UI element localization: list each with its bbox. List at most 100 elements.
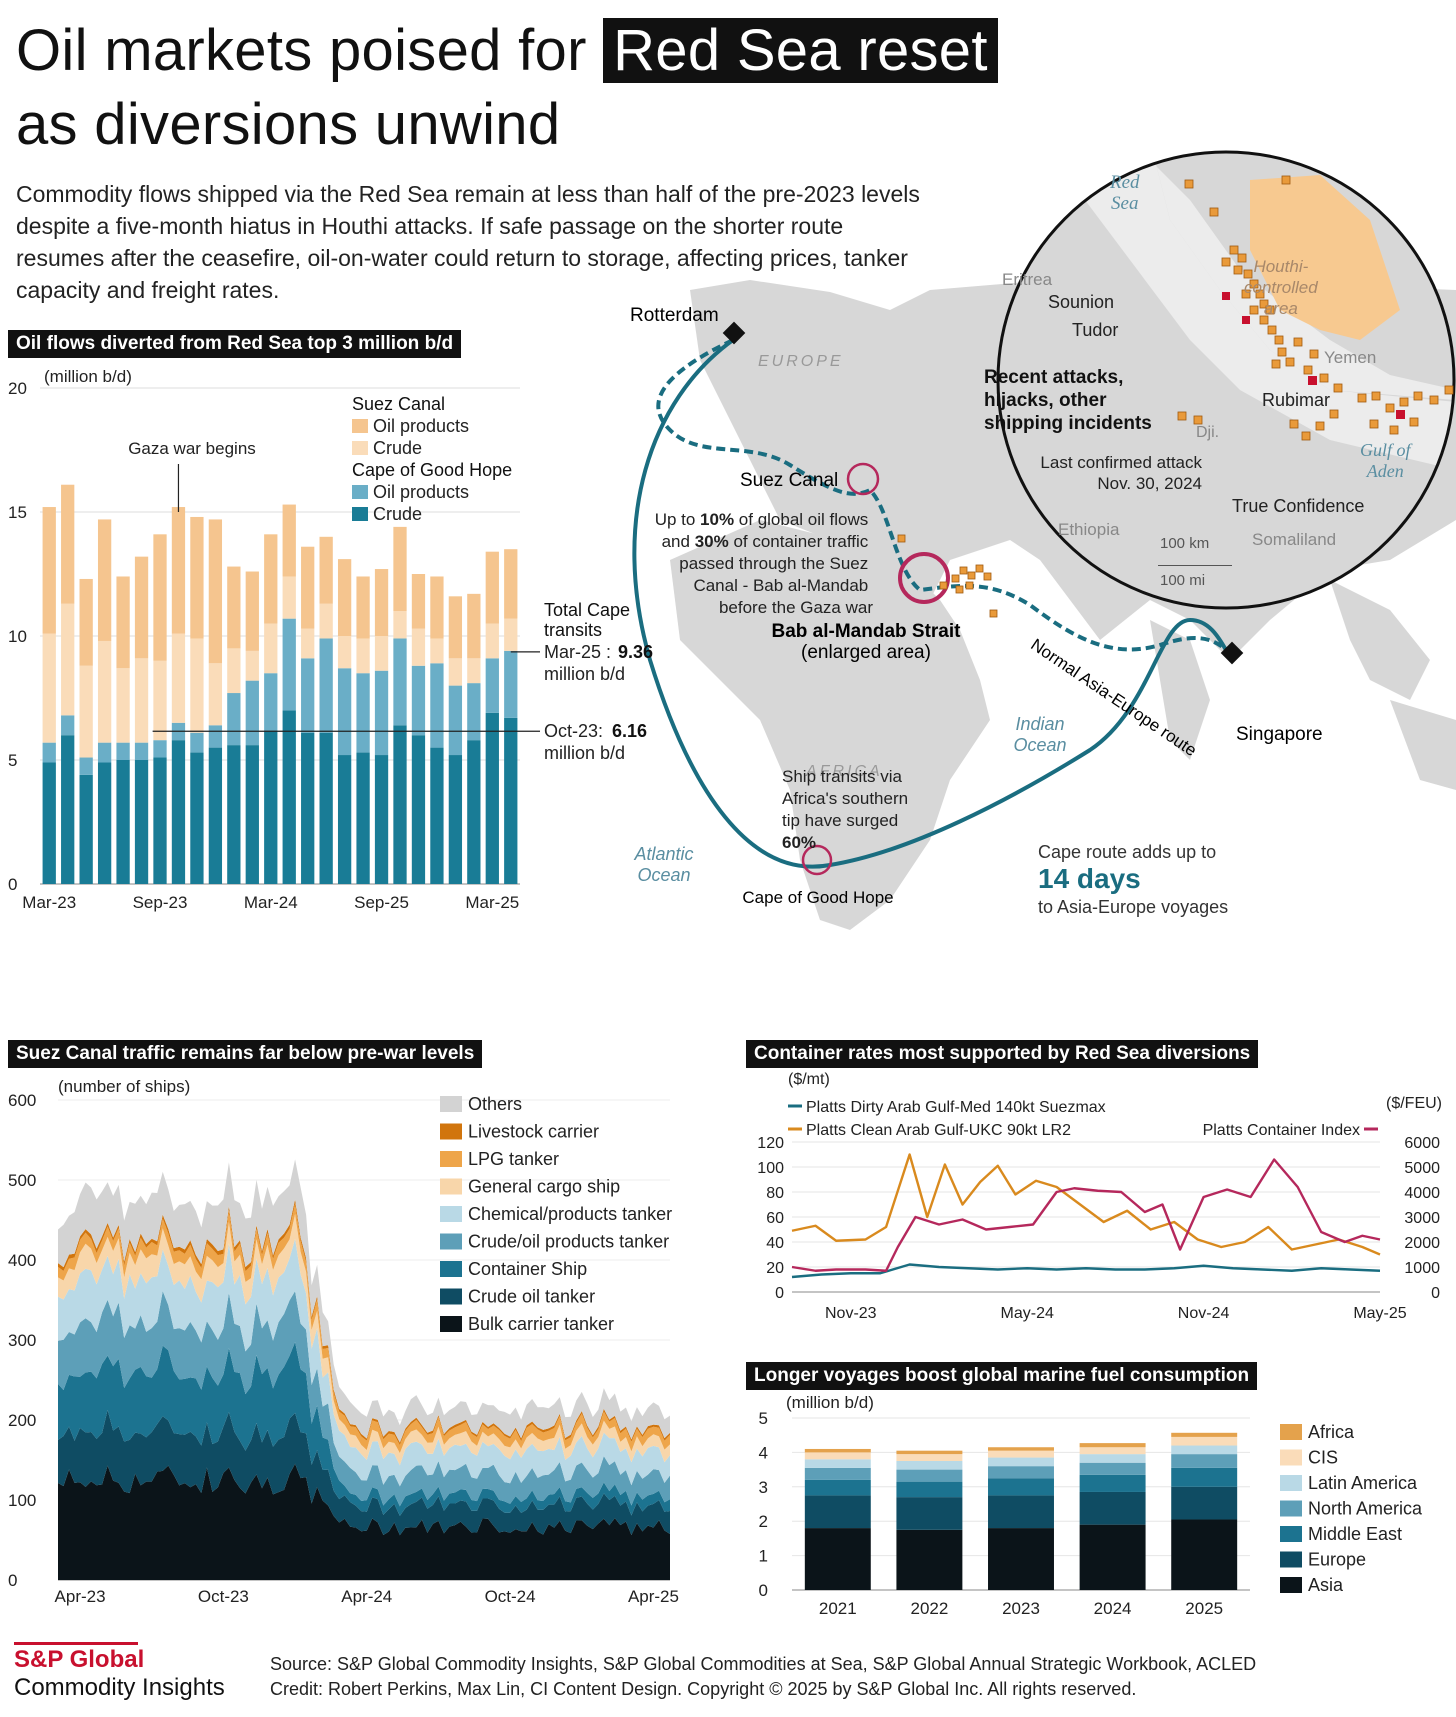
bar-segment <box>988 1457 1054 1467</box>
bar-segment <box>319 536 333 604</box>
right-tick-label: 5000 <box>1404 1160 1440 1177</box>
inset-scale-bar <box>1158 565 1232 566</box>
legend-label: Europe <box>1308 1550 1366 1570</box>
houthi-area <box>1250 175 1400 340</box>
suez-traffic-title: Suez Canal traffic remains far below pre… <box>8 1040 483 1068</box>
bar-segment <box>896 1497 963 1530</box>
inset-true-confidence: True Confidence <box>1232 496 1365 516</box>
bar-segment <box>116 760 130 884</box>
x-tick-label: 2023 <box>1002 1599 1040 1618</box>
marine-fuel-title: Longer voyages boost global marine fuel … <box>746 1362 1258 1390</box>
cape-circle <box>801 844 833 876</box>
bar-segment <box>374 569 389 636</box>
left-tick-label: 120 <box>757 1135 784 1152</box>
bar-segment <box>1079 1474 1146 1492</box>
legend-label: Asia <box>1308 1575 1344 1595</box>
oct-unit: million b/d <box>544 743 625 763</box>
x-tick-label: 2024 <box>1094 1599 1132 1618</box>
bar-segment <box>430 663 444 748</box>
legend-label: Crude <box>373 504 422 524</box>
bar-segment <box>896 1469 963 1482</box>
bar-segment <box>393 526 407 612</box>
legend-label: Africa <box>1308 1422 1355 1442</box>
legend-label: Oil products <box>373 482 469 502</box>
x-tick-label: May-24 <box>1001 1305 1054 1322</box>
bar-segment <box>448 755 463 884</box>
bar-segment <box>337 668 352 756</box>
cape-voyages-label: to Asia-Europe voyages <box>1038 897 1228 917</box>
line-series <box>791 1263 1381 1279</box>
legend-label: Platts Clean Arab Gulf-UKC 90kt LR2 <box>806 1122 1071 1139</box>
legend-swatch <box>440 1261 462 1277</box>
legend-swatch <box>440 1096 462 1112</box>
bar-segment <box>988 1528 1054 1590</box>
bar-segment <box>393 638 407 726</box>
y-tick-label: 400 <box>8 1251 36 1270</box>
bar-segment <box>504 650 518 718</box>
logo-sp-global: S&P Global <box>14 1646 145 1673</box>
left-tick-label: 100 <box>757 1160 784 1177</box>
footer-source: Source: S&P Global Commodity Insights, S… <box>270 1654 1257 1699</box>
total-cape-label-2: transits <box>544 620 602 640</box>
unit-label: (number of ships) <box>58 1077 190 1096</box>
legend-label: General cargo ship <box>468 1177 620 1197</box>
legend-swatch <box>1280 1424 1302 1440</box>
bar-segment <box>190 638 204 733</box>
bar-segment <box>504 717 518 884</box>
right-tick-label: 2000 <box>1404 1235 1440 1252</box>
bar-segment <box>374 636 389 671</box>
africa-label: AFRICA <box>805 763 883 780</box>
bar-segment <box>264 673 278 731</box>
marine-fuel-chart: 0 1 2 3 4 5 (million b/d) 2021 2022 2023 2024 2025 A… <box>759 1393 1423 1618</box>
right-unit-label: ($/FEU) <box>1386 1095 1442 1112</box>
bar-segment <box>411 665 426 736</box>
bar-segment <box>448 658 463 686</box>
bar-segment <box>171 740 186 884</box>
y-tick-label: 5 <box>8 751 17 770</box>
bar-segment <box>79 757 93 775</box>
bar-segment <box>264 623 278 674</box>
area-series <box>58 1199 670 1446</box>
y-tick-label: 500 <box>8 1171 36 1190</box>
legend-swatch <box>440 1178 462 1195</box>
bar-segment <box>301 628 315 659</box>
suez-label: Suez Canal <box>740 470 838 491</box>
inset-houthi-label: Houthi-controlled area <box>1244 257 1318 318</box>
bar-segment <box>1079 1443 1146 1448</box>
total-cape-label: Total Cape <box>544 600 630 620</box>
y-tick-label: 4 <box>759 1443 768 1462</box>
intro-text: Commodity flows shipped via the Red Sea … <box>16 181 920 303</box>
area-series <box>58 1291 670 1507</box>
legend-swatch <box>352 441 368 455</box>
bar-segment <box>988 1450 1054 1458</box>
bar-segment <box>190 516 204 639</box>
legend-swatch <box>1280 1500 1302 1517</box>
legend-label: LPG tanker <box>468 1149 559 1169</box>
bar-segment <box>319 638 333 733</box>
bar-segment <box>227 745 241 884</box>
suez-circle <box>846 462 880 496</box>
suez-traffic-chart: 0 100 200 300 400 500 600 (number of ships) Apr-… <box>8 1077 679 1606</box>
suez-note: Up to 10% of global oil flows and 30% of… <box>655 510 874 617</box>
legend-label: North America <box>1308 1499 1423 1519</box>
bar-segment <box>245 571 259 651</box>
inset-red-sea: Red Sea <box>1110 172 1140 214</box>
europe-label: EUROPE <box>758 353 844 370</box>
legend-swatch <box>440 1151 462 1167</box>
y-tick-label: 15 <box>8 503 27 522</box>
right-tick-label: 4000 <box>1404 1185 1440 1202</box>
x-tick-label: Apr-24 <box>341 1587 392 1606</box>
x-tick-label: Apr-25 <box>628 1587 679 1606</box>
legend-label: Crude/oil products tanker <box>468 1232 669 1252</box>
bar-segment <box>467 683 481 741</box>
bar-segment <box>896 1481 963 1498</box>
inset-somaliland: Somaliland <box>1252 530 1337 549</box>
bar-segment <box>356 576 370 639</box>
bar-segment <box>485 658 499 713</box>
bar-segment <box>227 566 241 649</box>
container-rates-chart: 0 20 40 60 80 100 120 0 1000 2000 3000 4000 5000 6000… <box>757 1071 1442 1322</box>
right-tick-label: 1000 <box>1404 1260 1440 1277</box>
bar-segment <box>988 1447 1054 1451</box>
bar-segment <box>411 574 426 629</box>
title-pre: Oil markets poised for <box>16 18 587 83</box>
